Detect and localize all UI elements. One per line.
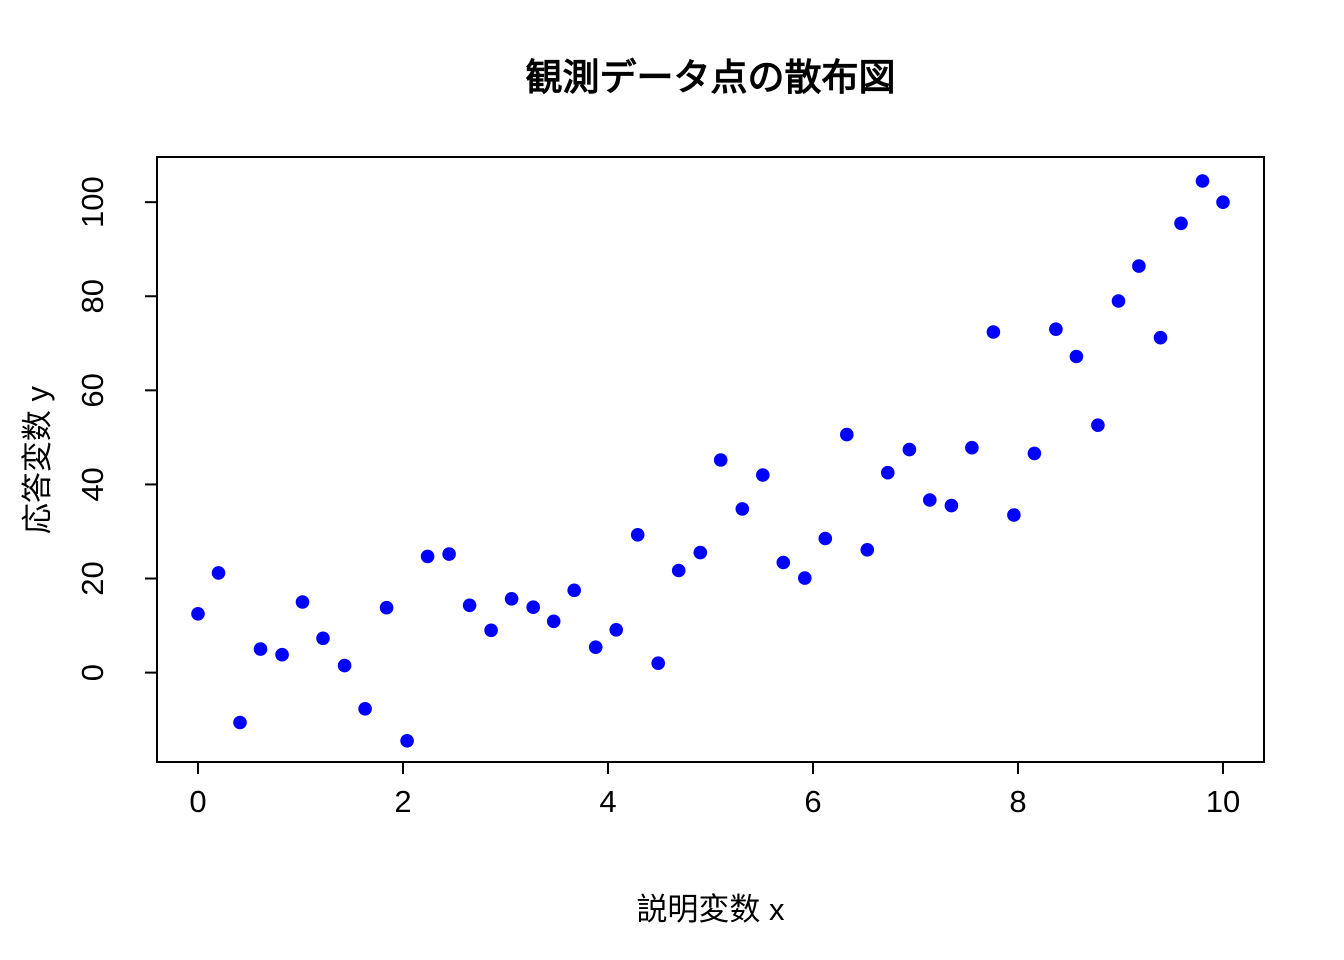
x-axis-tick-label: 2 xyxy=(394,784,411,819)
y-axis-tick-label: 40 xyxy=(75,467,110,501)
y-axis-tick-label: 100 xyxy=(75,176,110,228)
y-axis-tick-label: 60 xyxy=(75,373,110,407)
data-point xyxy=(1111,294,1126,308)
data-point xyxy=(735,502,750,516)
data-point xyxy=(693,545,708,560)
data-point xyxy=(211,566,226,580)
data-point xyxy=(965,440,979,455)
data-point xyxy=(776,555,791,570)
data-point xyxy=(546,614,561,629)
data-point xyxy=(442,547,456,561)
data-point xyxy=(420,549,435,564)
data-point xyxy=(1027,446,1042,461)
data-point xyxy=(526,600,540,614)
data-point xyxy=(1132,259,1146,273)
data-point xyxy=(1049,322,1063,337)
data-point xyxy=(651,656,665,670)
data-point xyxy=(358,702,372,716)
x-axis-tick-label: 6 xyxy=(804,784,821,819)
data-point xyxy=(986,325,1001,339)
data-point xyxy=(1216,195,1230,209)
data-point xyxy=(588,640,603,654)
data-point xyxy=(609,623,623,637)
data-point xyxy=(798,571,812,585)
data-point xyxy=(881,465,895,480)
data-point xyxy=(400,734,414,748)
data-point xyxy=(275,647,289,662)
x-axis-label: 説明変数 x xyxy=(636,892,785,927)
data-point xyxy=(1091,418,1105,433)
data-point xyxy=(671,563,686,578)
y-axis-tick-label: 20 xyxy=(75,561,110,595)
data-point xyxy=(923,493,937,507)
x-axis-tick-label: 0 xyxy=(189,784,206,819)
x-axis-tick-label: 4 xyxy=(599,784,616,819)
data-point xyxy=(191,607,205,621)
data-point xyxy=(1174,216,1188,231)
data-point xyxy=(1195,174,1210,188)
data-point xyxy=(818,531,833,546)
data-point xyxy=(1153,330,1168,345)
x-axis-tick-label: 10 xyxy=(1206,784,1240,819)
data-point xyxy=(902,442,917,457)
data-point xyxy=(295,595,310,609)
data-point xyxy=(484,623,498,638)
data-point xyxy=(756,468,770,482)
data-point xyxy=(630,528,645,542)
data-point xyxy=(567,583,581,598)
data-point xyxy=(462,598,477,613)
data-point xyxy=(713,453,728,467)
data-point xyxy=(860,543,875,557)
data-point xyxy=(253,642,268,656)
data-point xyxy=(233,715,247,730)
y-axis-label: 応答変数 y xyxy=(20,385,55,535)
y-axis-tick-label: 80 xyxy=(75,279,110,313)
data-point xyxy=(1069,349,1084,364)
data-point xyxy=(316,631,330,646)
data-point xyxy=(1007,508,1021,522)
data-point xyxy=(337,658,352,673)
data-point xyxy=(840,427,854,442)
x-axis-tick-label: 8 xyxy=(1009,784,1026,819)
y-axis-tick-label: 0 xyxy=(75,664,110,681)
chart-title: 観測データ点の散布図 xyxy=(525,57,896,98)
data-point xyxy=(379,600,394,615)
data-point xyxy=(504,592,519,606)
plot-box-frame xyxy=(156,156,1265,763)
data-point xyxy=(944,498,959,513)
